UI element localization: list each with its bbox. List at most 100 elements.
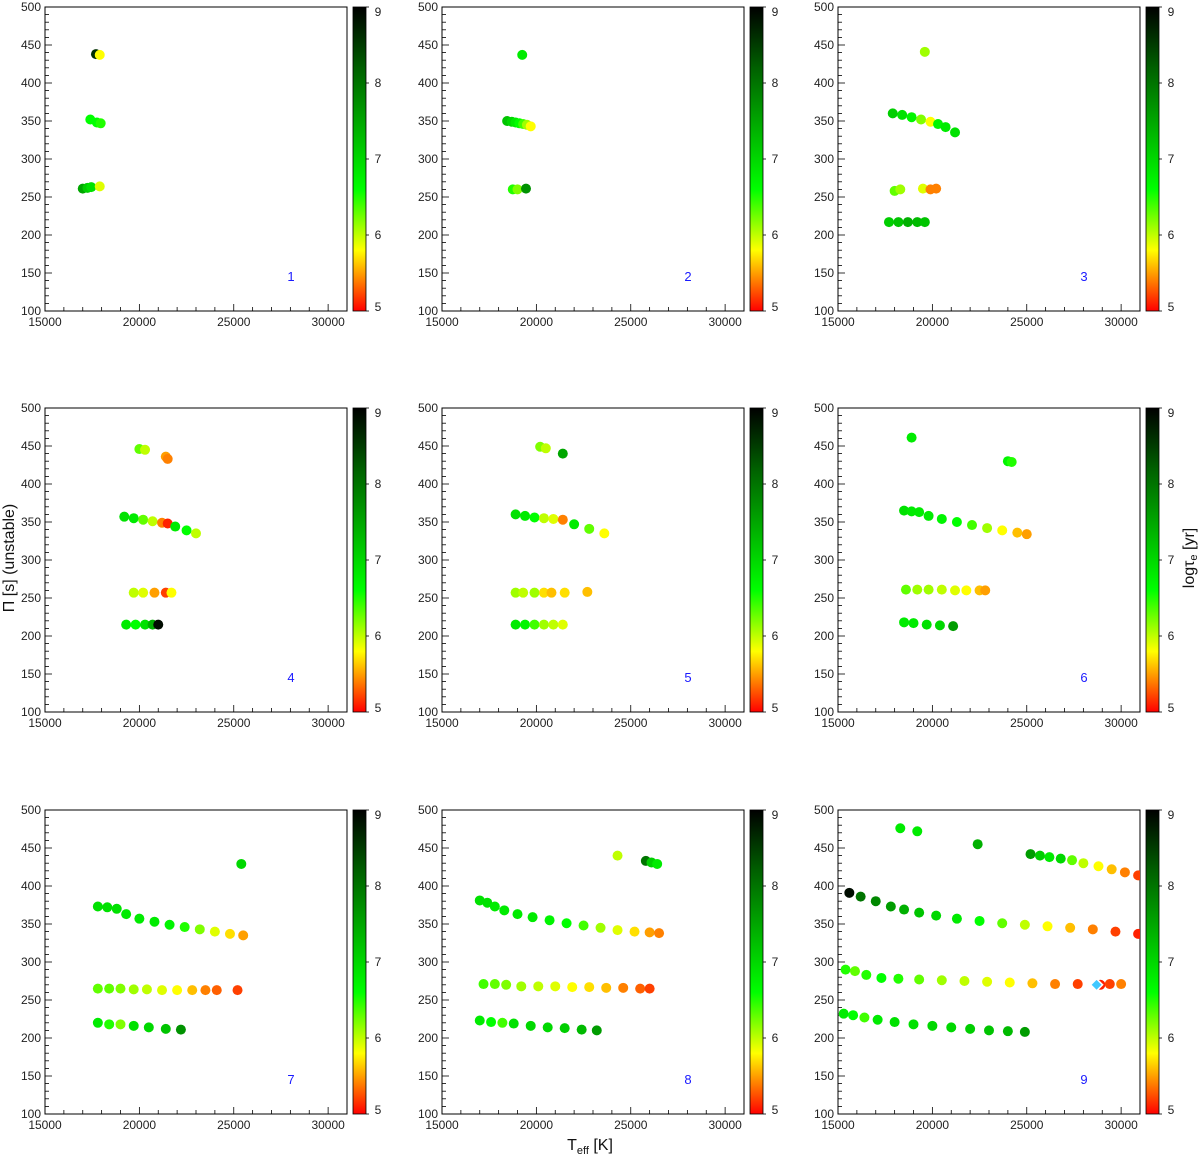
- data-point: [1093, 861, 1104, 872]
- colorbar-title-sub: e: [1188, 554, 1200, 560]
- x-tick-label: 15000: [821, 315, 855, 329]
- colorbar: [1145, 407, 1160, 713]
- data-point: [1110, 926, 1121, 937]
- data-point: [194, 924, 205, 935]
- data-point: [925, 116, 936, 127]
- data-point: [512, 909, 523, 920]
- x-tick-label: 15000: [425, 716, 459, 730]
- data-point: [961, 585, 972, 596]
- y-tick-label: 150: [814, 266, 834, 280]
- data-point: [497, 1017, 508, 1028]
- colorbar-tick-label: 8: [772, 477, 779, 491]
- colorbar-tick-label: 7: [1168, 955, 1175, 969]
- y-tick-label: 300: [418, 553, 438, 567]
- data-point: [1104, 979, 1115, 990]
- colorbar-tick-label: 9: [375, 5, 382, 19]
- data-point: [172, 985, 183, 996]
- data-point: [1055, 853, 1066, 864]
- data-point: [567, 982, 578, 993]
- data-point: [1021, 529, 1032, 540]
- data-point: [578, 920, 589, 931]
- y-tick-label: 400: [21, 477, 41, 491]
- data-point: [974, 915, 985, 926]
- data-point: [997, 525, 1008, 536]
- data-point: [128, 1020, 139, 1031]
- colorbar-tick-label: 6: [772, 629, 779, 643]
- panel-7: 15000 20000 25000 30000 100 150 200 250 300 350 40…: [21, 803, 382, 1132]
- data-point: [1067, 855, 1078, 866]
- y-tick-label: 100: [814, 304, 834, 318]
- data-point: [1034, 850, 1045, 861]
- panel-number: 4: [287, 670, 294, 685]
- colorbar-tick-label: 8: [375, 477, 382, 491]
- y-tick-label: 200: [814, 1031, 834, 1045]
- data-point: [872, 1014, 883, 1025]
- data-point: [917, 183, 928, 194]
- data-point: [895, 823, 906, 834]
- panel-5: 15000 20000 25000 30000 100 150 200 250 300 350 40…: [418, 401, 779, 730]
- data-point: [489, 979, 500, 990]
- data-point: [848, 1010, 859, 1021]
- colorbar-tick-label: 5: [1168, 701, 1175, 715]
- data-point: [104, 983, 115, 994]
- x-tick-label: 15000: [425, 1118, 459, 1132]
- colorbar-tick-label: 8: [1168, 879, 1175, 893]
- panel-6: 15000 20000 25000 30000 100 150 200 250 300 350 40…: [814, 401, 1175, 730]
- data-point: [897, 109, 908, 120]
- y-tick-label: 250: [814, 190, 834, 204]
- x-tick-label: 30000: [1104, 716, 1138, 730]
- y-tick-label: 200: [418, 1031, 438, 1045]
- data-point: [525, 121, 536, 132]
- data-point: [948, 621, 959, 632]
- x-tick-label: 25000: [614, 716, 648, 730]
- data-point: [529, 619, 540, 630]
- panel-8: 15000 20000 25000 30000 100 150 200 250 300 350 40…: [418, 803, 779, 1132]
- y-tick-label: 200: [21, 629, 41, 643]
- data-points: [883, 46, 961, 228]
- data-point: [870, 896, 881, 907]
- y-tick-label: 400: [418, 477, 438, 491]
- colorbar-tick-label: 5: [772, 300, 779, 314]
- data-point: [115, 983, 126, 994]
- data-point: [635, 983, 646, 994]
- data-point: [591, 1025, 602, 1036]
- x-tick-label: 30000: [708, 716, 742, 730]
- data-point: [115, 1019, 126, 1030]
- data-point: [86, 182, 97, 193]
- y-tick-label: 250: [418, 993, 438, 1007]
- colorbar-tick-label: 7: [772, 152, 779, 166]
- y-tick-label: 200: [21, 228, 41, 242]
- panel-4: 15000 20000 25000 30000 100 150 200 250 300 350 40…: [21, 401, 382, 730]
- colorbar-tick-label: 7: [1168, 553, 1175, 567]
- y-tick-label: 300: [418, 152, 438, 166]
- data-point: [965, 1023, 976, 1034]
- data-point: [200, 985, 211, 996]
- data-point: [931, 183, 942, 194]
- x-tick-label: 20000: [520, 716, 554, 730]
- data-point: [950, 127, 961, 138]
- data-point: [162, 518, 173, 529]
- data-point: [92, 901, 103, 912]
- data-point: [914, 907, 925, 918]
- y-tick-label: 150: [814, 667, 834, 681]
- colorbar-tick-label: 6: [375, 228, 382, 242]
- data-point: [138, 514, 149, 525]
- data-point: [533, 981, 544, 992]
- colorbar-tick-label: 5: [375, 1103, 382, 1117]
- y-tick-label: 400: [814, 879, 834, 893]
- y-tick-label: 150: [21, 667, 41, 681]
- x-tick-label: 20000: [520, 1118, 554, 1132]
- data-point: [130, 619, 141, 630]
- y-tick-label: 450: [814, 439, 834, 453]
- data-point: [102, 902, 113, 913]
- y-tick-label: 150: [418, 1069, 438, 1083]
- data-point: [914, 974, 925, 985]
- colorbar-tick-label: 7: [772, 955, 779, 969]
- y-tick-label: 100: [418, 705, 438, 719]
- x-tick-label: 30000: [311, 1118, 345, 1132]
- data-points: [92, 858, 249, 1035]
- data-point: [520, 619, 531, 630]
- global-labels: Teff [K] Π [s] (unstable) logτe [yr]: [1, 504, 1200, 1155]
- data-point: [893, 973, 904, 984]
- data-point: [499, 905, 510, 916]
